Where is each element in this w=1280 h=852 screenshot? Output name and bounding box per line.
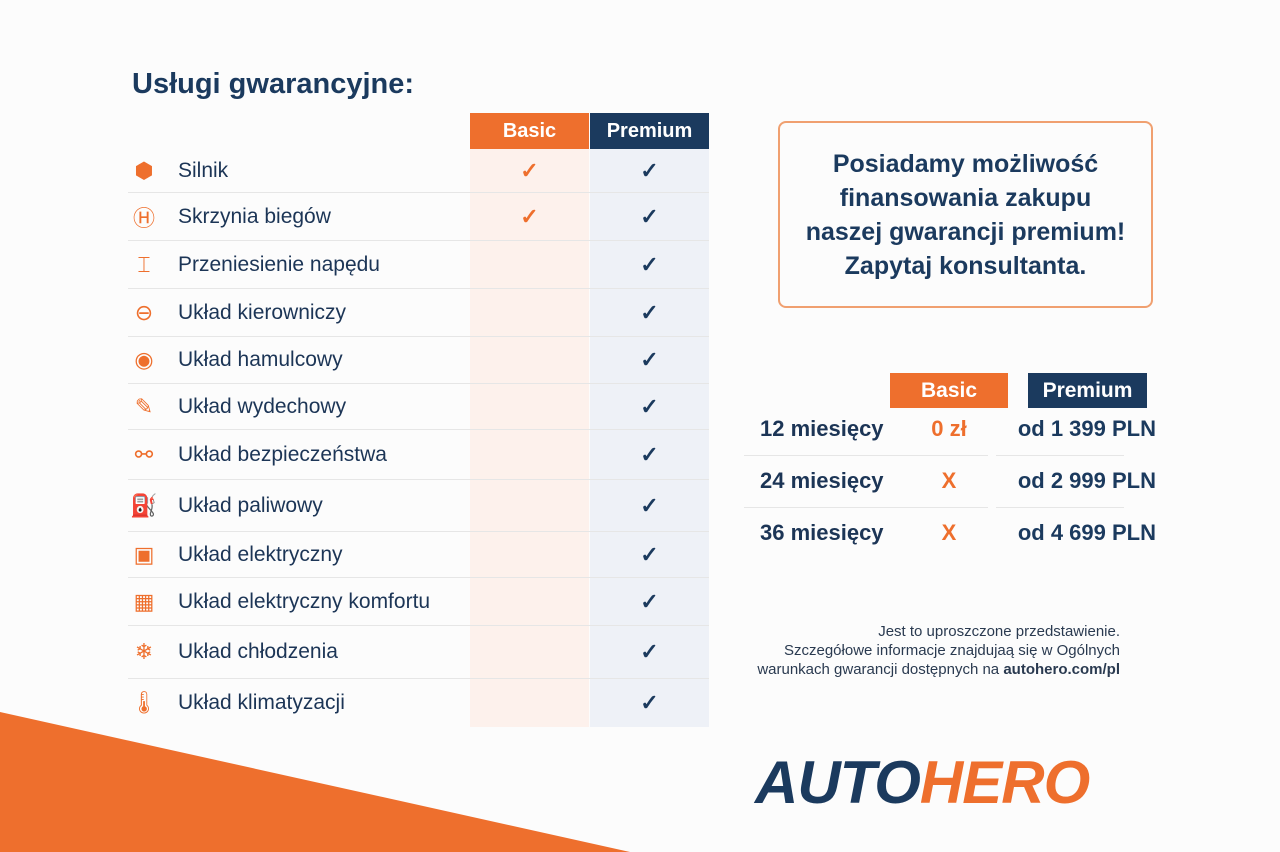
note-line: Szczegółowe informacje znajdujaą się w O… bbox=[783, 642, 1120, 659]
coverage-label: Skrzynia biegów bbox=[178, 204, 331, 228]
brake-icon: ◉ bbox=[134, 347, 154, 372]
coverage-row: ▦ Układ elektryczny komfortu ✓ bbox=[128, 578, 709, 626]
financing-promo: Posiadamy możliwość finansowania zakupu … bbox=[778, 121, 1153, 308]
premium-check-icon: ✓ bbox=[640, 299, 659, 325]
premium-price: od 2 999 PLN bbox=[1017, 468, 1156, 493]
pricing-row: 12 miesięcy 0 zł od 1 399 PLN bbox=[744, 416, 1160, 468]
premium-column-bg bbox=[590, 149, 709, 727]
autohero-link[interactable]: autohero.com/pl bbox=[1003, 661, 1120, 678]
divider bbox=[744, 507, 988, 508]
coverage-label: Układ kierowniczy bbox=[178, 300, 347, 324]
premium-header: Premium bbox=[590, 113, 709, 149]
coverage-label: Układ paliwowy bbox=[178, 493, 323, 517]
exhaust-icon: ✎ bbox=[134, 393, 154, 419]
basic-check-icon: ✓ bbox=[520, 157, 539, 183]
basic-price: X bbox=[941, 520, 957, 545]
divider bbox=[996, 455, 1124, 456]
coverage-row: ⛽ Układ paliwowy ✓ bbox=[128, 480, 709, 532]
basic-price: 0 zł bbox=[931, 416, 967, 441]
premium-price: od 4 699 PLN bbox=[1017, 520, 1156, 545]
gearbox-icon: Ⓗ bbox=[132, 205, 155, 231]
coverage-label: Układ chłodzenia bbox=[178, 640, 338, 663]
premium-check-icon: ✓ bbox=[640, 203, 659, 229]
coverage-label: Przeniesienie napędu bbox=[178, 252, 380, 276]
pricing-premium-header: Premium bbox=[1028, 373, 1147, 408]
coverage-row: ◉ Układ hamulcowy ✓ bbox=[128, 337, 709, 384]
coverage-label: Silnik bbox=[178, 158, 229, 182]
divider bbox=[996, 507, 1124, 508]
divider bbox=[744, 455, 988, 456]
coverage-row: ⬢ Silnik ✓ ✓ bbox=[128, 149, 709, 193]
premium-check-icon: ✓ bbox=[640, 541, 659, 567]
basic-column-bg bbox=[470, 149, 589, 727]
coverage-label: Układ klimatyzacji bbox=[178, 691, 345, 714]
pricing-row: 36 miesięcy X od 4 699 PLN bbox=[744, 520, 1160, 572]
coverage-row: ✎ Układ wydechowy ✓ bbox=[128, 384, 709, 430]
coverage-label: Układ wydechowy bbox=[178, 394, 347, 418]
premium-check-icon: ✓ bbox=[640, 441, 659, 467]
fuel-icon: ⛽ bbox=[130, 492, 158, 518]
note-line: warunkach gwarancji dostępnych na bbox=[757, 661, 1004, 678]
pricing-basic-header: Basic bbox=[890, 373, 1008, 408]
basic-check-icon: ✓ bbox=[520, 203, 539, 229]
period: 12 miesięcy bbox=[760, 416, 884, 441]
coverage-row: ⚯ Układ bezpieczeństwa ✓ bbox=[128, 430, 709, 480]
thermometer-icon: 🌡 bbox=[130, 690, 158, 715]
disclaimer: Jest to uproszczone przedstawienie. Szcz… bbox=[757, 622, 1120, 679]
premium-check-icon: ✓ bbox=[640, 639, 659, 664]
coverage-label: Układ elektryczny bbox=[178, 542, 343, 566]
premium-check-icon: ✓ bbox=[640, 393, 659, 419]
coverage-row: ⊖ Układ kierowniczy ✓ bbox=[128, 289, 709, 337]
coverage-label: Układ bezpieczeństwa bbox=[178, 442, 387, 466]
steering-wheel-icon: ⊖ bbox=[134, 299, 154, 325]
coverage-row: Ⓗ Skrzynia biegów ✓ ✓ bbox=[128, 193, 709, 241]
drivetrain-icon: ⌶ bbox=[137, 251, 151, 277]
basic-header: Basic bbox=[470, 113, 589, 149]
page-title: Usługi gwarancyjne: bbox=[132, 68, 415, 100]
period: 24 miesięcy bbox=[760, 468, 884, 493]
chip-icon: ▦ bbox=[133, 588, 155, 614]
coverage-row: ▣ Układ elektryczny ✓ bbox=[128, 532, 709, 578]
coverage-row: 🌡 Układ klimatyzacji ✓ bbox=[128, 679, 709, 727]
period: 36 miesięcy bbox=[760, 520, 884, 545]
premium-check-icon: ✓ bbox=[640, 492, 659, 518]
premium-check-icon: ✓ bbox=[640, 347, 659, 372]
coverage-label: Układ elektryczny komfortu bbox=[178, 589, 431, 613]
premium-check-icon: ✓ bbox=[640, 157, 659, 183]
premium-check-icon: ✓ bbox=[640, 251, 659, 277]
coverage-row: ❄ Układ chłodzenia ✓ bbox=[128, 626, 709, 679]
note-line: Jest to uproszczone przedstawienie. bbox=[878, 623, 1120, 640]
autohero-logo: AUTOHERO bbox=[755, 749, 1090, 816]
coverage-row: ⌶ Przeniesienie napędu ✓ bbox=[128, 241, 709, 289]
seatbelt-icon: ⚯ bbox=[134, 441, 154, 467]
snowflake-icon: ❄ bbox=[134, 639, 154, 664]
premium-check-icon: ✓ bbox=[640, 588, 659, 614]
premium-check-icon: ✓ bbox=[640, 690, 659, 715]
basic-price: X bbox=[941, 468, 957, 493]
premium-price: od 1 399 PLN bbox=[1017, 416, 1156, 441]
battery-icon: ▣ bbox=[133, 541, 155, 567]
pricing-row: 24 miesięcy X od 2 999 PLN bbox=[744, 468, 1160, 520]
engine-icon: ⬢ bbox=[134, 157, 154, 183]
coverage-label: Układ hamulcowy bbox=[178, 348, 343, 371]
